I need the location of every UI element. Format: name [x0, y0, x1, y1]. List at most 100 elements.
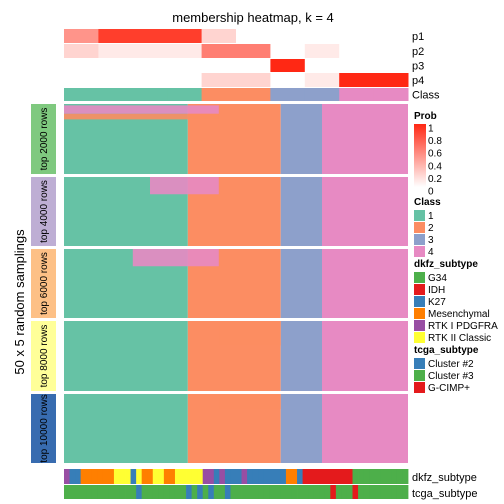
y-axis-label: 50 x 5 random samplings: [12, 229, 27, 375]
anno-p1-cell: [132, 29, 168, 43]
main-heatmap: [64, 104, 408, 463]
legend-dkfz_subtype-title: dkfz_subtype: [414, 259, 478, 270]
dkfz-subtype-cell: [86, 469, 93, 484]
bottom-label-dkfz: dkfz_subtype: [412, 472, 477, 484]
tcga-subtype-cell: [147, 485, 154, 499]
bottom-annotation: dkfz_subtype tcga_subtype: [64, 469, 477, 500]
tcga-subtype-cell: [308, 485, 315, 499]
anno-label-class: Class: [412, 90, 440, 102]
dkfz-subtype-cell: [80, 469, 87, 484]
anno-label-p4: p4: [412, 75, 424, 87]
legend-class-label: 4: [428, 247, 434, 258]
dkfz-subtype-cell: [252, 469, 259, 484]
row-group-bar: [31, 177, 56, 246]
dkfz-subtype-cell: [64, 469, 70, 484]
dkfz-subtype-cell: [75, 469, 82, 484]
anno-p2-cell: [98, 44, 134, 58]
dkfz-subtype-cell: [174, 469, 181, 484]
anno-label-p1: p1: [412, 31, 424, 43]
tcga-subtype-cell: [191, 485, 198, 499]
anno-label-p2: p2: [412, 46, 424, 58]
tcga-subtype-cell: [319, 485, 326, 499]
anno-p3-cell: [373, 59, 409, 72]
legend-tcga_subtype-title: tcga_subtype: [414, 345, 479, 356]
anno-p2-cell: [167, 44, 203, 58]
dkfz-subtype-cell: [130, 469, 137, 484]
dkfz-subtype-cell: [158, 469, 165, 484]
tcga-subtype-cell: [169, 485, 176, 499]
tcga-subtype-cell: [358, 485, 365, 499]
anno-class-cell: [373, 88, 409, 101]
dkfz-subtype-cell: [396, 469, 403, 484]
tcga-subtype-cell: [186, 485, 193, 499]
row-group-label: top 6000 rows: [39, 252, 50, 315]
dkfz-subtype-cell: [213, 469, 220, 484]
dkfz-subtype-cell: [363, 469, 370, 484]
heatmap-mix-patch: [132, 249, 219, 267]
legend-dkfz_subtype-swatch: [414, 308, 425, 319]
legend-tcga_subtype-label: Cluster #2: [428, 359, 474, 370]
anno-class-cell: [132, 88, 168, 101]
anno-label-p3: p3: [412, 61, 424, 73]
anno-p4-cell: [304, 73, 340, 87]
tcga-subtype-cell: [335, 485, 342, 499]
legend-dkfz_subtype-label: RTK I PDGFRA: [428, 321, 498, 332]
tcga-subtype-cell: [324, 485, 331, 499]
heatmap-mix-patch: [64, 105, 219, 114]
tcga-subtype-cell: [102, 485, 109, 499]
tcga-subtype-cell: [158, 485, 165, 499]
tcga-subtype-cell: [302, 485, 309, 499]
legend-tcga_subtype-label: Cluster #3: [428, 371, 474, 382]
tcga-subtype-cell: [202, 485, 209, 499]
dkfz-subtype-cell: [285, 469, 292, 484]
row-group-bar: [31, 104, 56, 174]
anno-p3-cell: [270, 59, 306, 72]
tcga-subtype-cell: [174, 485, 181, 499]
tcga-subtype-cell: [80, 485, 87, 499]
tcga-subtype-cell: [313, 485, 320, 499]
anno-p3-cell: [339, 59, 375, 72]
dkfz-subtype-cell: [136, 469, 143, 484]
anno-p1-cell: [373, 29, 409, 43]
tcga-subtype-cell: [213, 485, 220, 499]
dkfz-subtype-cell: [274, 469, 281, 484]
tcga-subtype-cell: [269, 485, 276, 499]
legend-class-swatch: [414, 246, 425, 257]
legend-tcga_subtype-label: G-CIMP+: [428, 383, 470, 394]
row-group-label: top 10000 rows: [39, 394, 50, 462]
heatmap-block-class-1: [64, 394, 188, 463]
dkfz-subtype-cell: [186, 469, 193, 484]
anno-p2-cell: [236, 44, 271, 58]
dkfz-subtype-cell: [69, 469, 76, 484]
anno-p3-cell: [236, 59, 271, 72]
row-group-bars: top 2000 rows top 4000 rows top 6000 rows t…: [31, 104, 56, 463]
dkfz-subtype-cell: [352, 469, 359, 484]
dkfz-subtype-cell: [180, 469, 187, 484]
legend-tcga_subtype-swatch: [414, 358, 425, 369]
dkfz-subtype-cell: [91, 469, 98, 484]
legend-class-title: Class: [414, 197, 441, 208]
anno-class-cell: [64, 88, 99, 101]
tcga-subtype-cell: [86, 485, 93, 499]
tcga-subtype-cell: [285, 485, 292, 499]
legend-class-label: 1: [428, 211, 434, 222]
tcga-subtype-cell: [69, 485, 76, 499]
dkfz-subtype-cell: [141, 469, 148, 484]
dkfz-subtype-cell: [280, 469, 287, 484]
tcga-subtype-cell: [163, 485, 170, 499]
legend-prob-tick: 0.4: [428, 161, 442, 172]
dkfz-subtype-cell: [330, 469, 337, 484]
dkfz-subtype-cell: [197, 469, 204, 484]
tcga-subtype-cell: [91, 485, 98, 499]
anno-p4-cell: [98, 73, 134, 87]
dkfz-subtype-cell: [335, 469, 342, 484]
tcga-subtype-cell: [291, 485, 298, 499]
row-group-bar: [31, 249, 56, 318]
anno-p2-cell: [201, 44, 237, 58]
anno-p2-cell: [304, 44, 340, 58]
anno-p1-cell: [339, 29, 375, 43]
dkfz-subtype-cell: [152, 469, 159, 484]
dkfz-subtype-cell: [219, 469, 226, 484]
tcga-subtype-cell: [391, 485, 398, 499]
dkfz-subtype-cell: [324, 469, 331, 484]
